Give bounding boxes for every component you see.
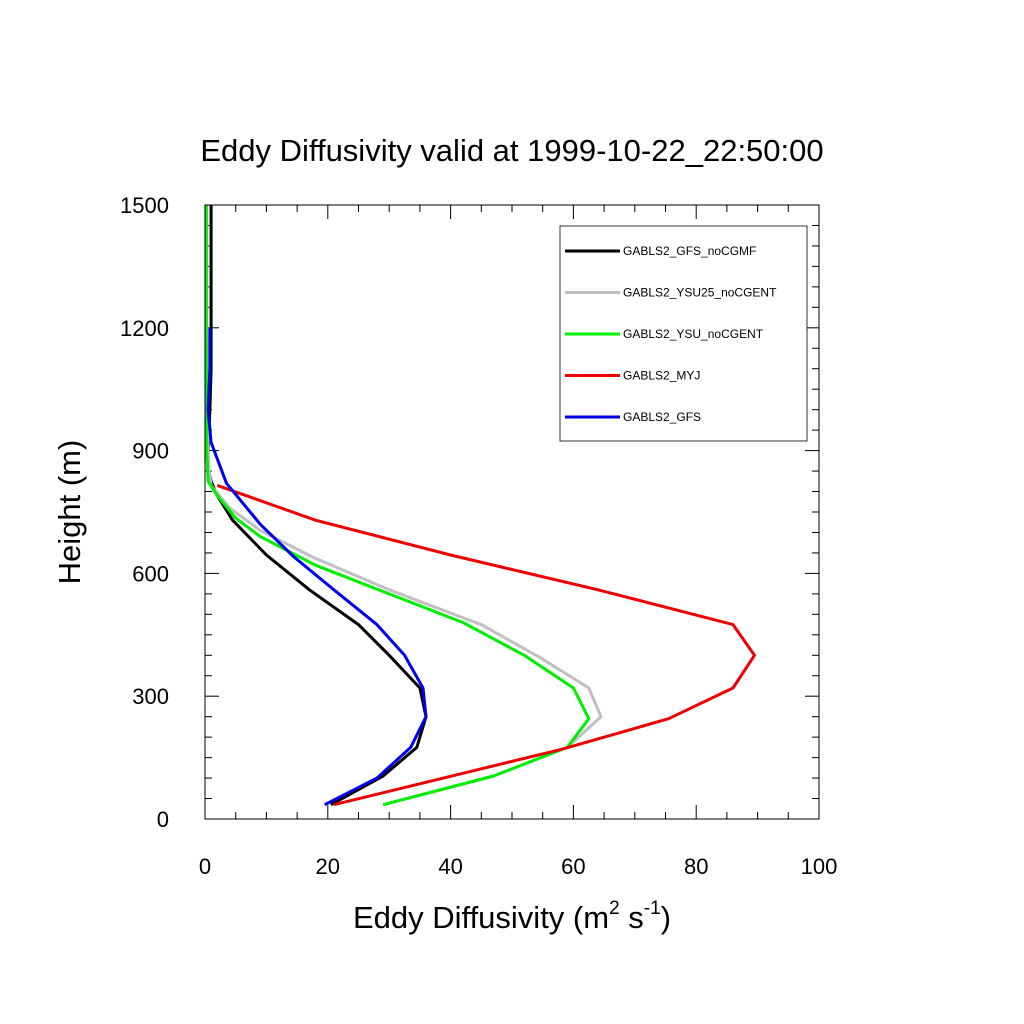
series-line-gabls2-ysu-nocgent [204, 205, 591, 807]
x-tick-label: 60 [561, 854, 585, 879]
series-line-gabls2-gfs [206, 327, 428, 807]
legend-label: GABLS2_YSU_noCGENT [623, 327, 764, 341]
series-lines [204, 205, 756, 807]
x-tick-label: 20 [316, 854, 340, 879]
series-line-gabls2-myj [216, 483, 756, 807]
legend-label: GABLS2_MYJ [623, 369, 700, 383]
series-line-gabls2-ysu25-nocgent [205, 205, 603, 807]
chart-title: Eddy Diffusivity valid at 1999-10-22_22:… [200, 133, 823, 168]
axis-ticks: 0 20 40 60 80 100 0 300 600 900 1200 1500 [120, 193, 837, 879]
x-tick-label: 40 [438, 854, 462, 879]
y-tick-label: 600 [132, 561, 169, 586]
x-tick-label: 0 [199, 854, 211, 879]
y-tick-label: 0 [157, 807, 169, 832]
y-tick-label: 1500 [120, 193, 169, 218]
series-line-gabls2-gfs-nocgmf [206, 205, 428, 807]
plot-frame [204, 204, 820, 820]
legend-label: GABLS2_GFS [623, 410, 701, 424]
y-tick-label: 900 [132, 439, 169, 464]
legend-label: GABLS2_GFS_noCGMF [623, 244, 756, 258]
x-tick-label: 100 [801, 854, 838, 879]
x-tick-label: 80 [684, 854, 708, 879]
x-axis-label: Eddy Diffusivity (m2 s-1) [353, 898, 671, 935]
legend: GABLS2_GFS_noCGMF GABLS2_YSU25_noCGENT GAB… [559, 225, 808, 442]
legend-label: GABLS2_YSU25_noCGENT [623, 286, 777, 300]
y-tick-label: 300 [132, 684, 169, 709]
y-axis-label: Height (m) [52, 440, 87, 585]
y-tick-label: 1200 [120, 316, 169, 341]
